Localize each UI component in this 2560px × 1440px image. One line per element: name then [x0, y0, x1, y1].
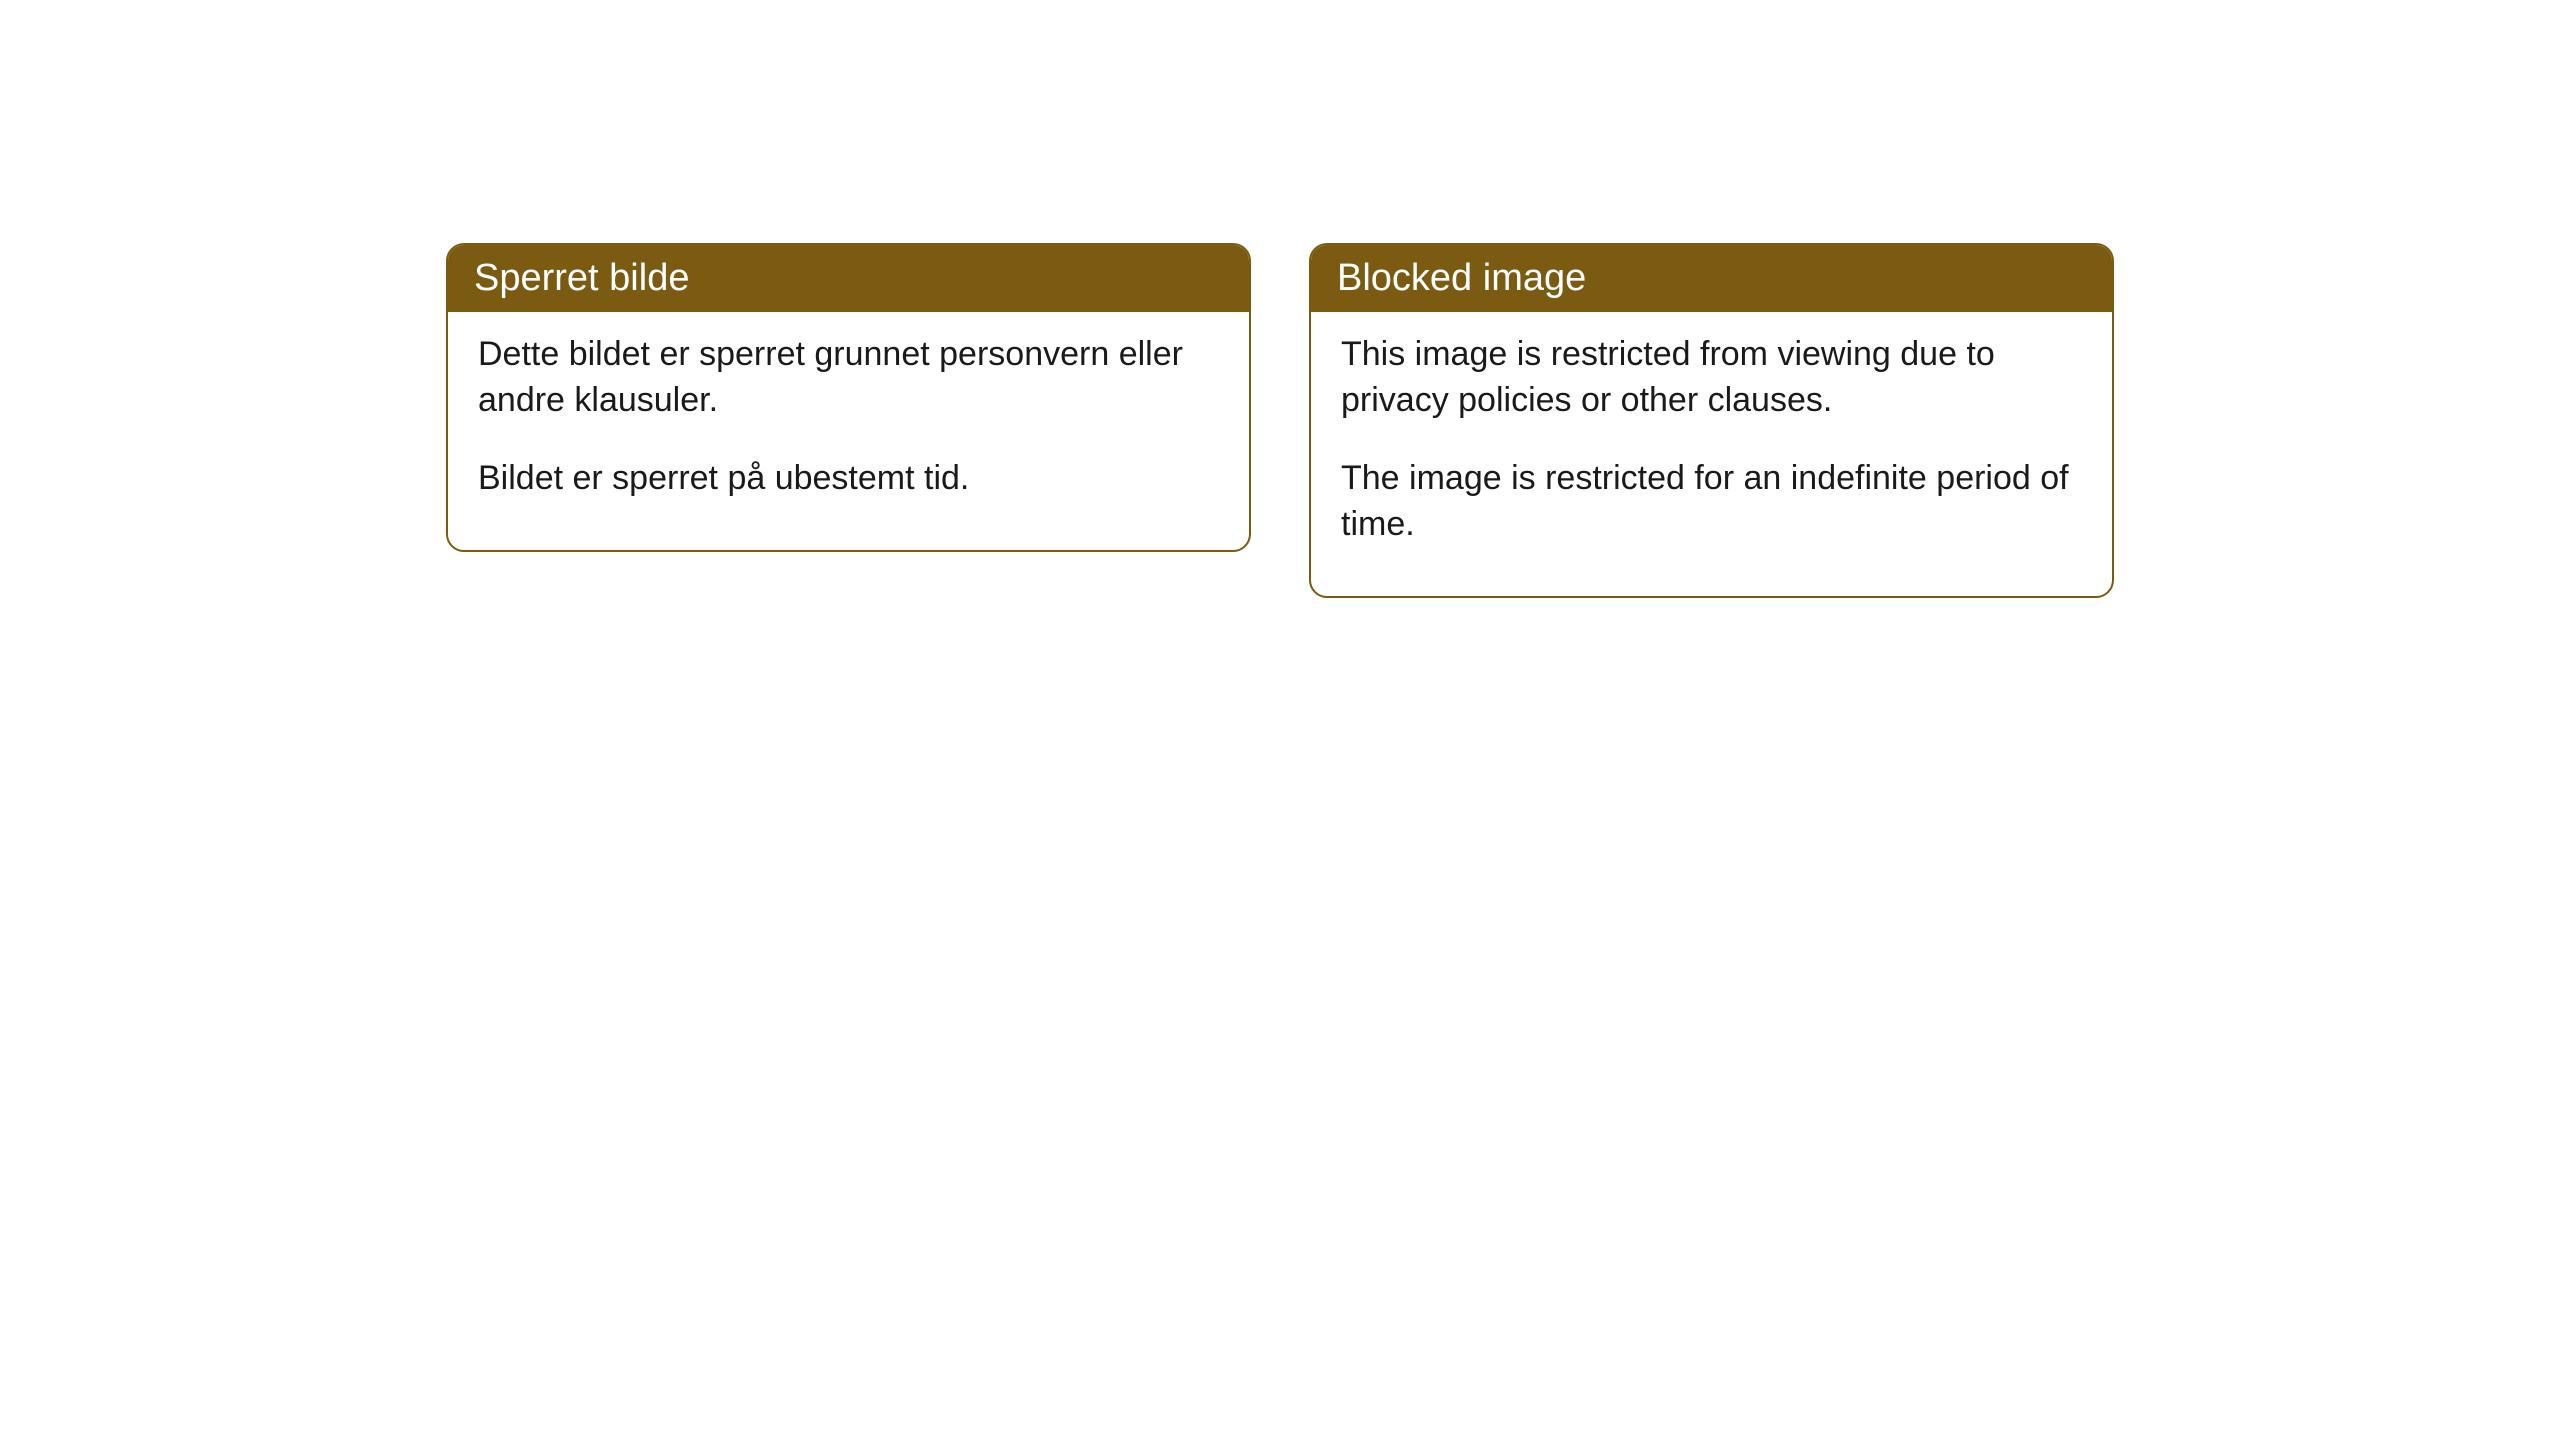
card-paragraph-1: This image is restricted from viewing du…	[1341, 332, 2082, 424]
card-body: Dette bildet er sperret grunnet personve…	[448, 312, 1249, 550]
card-header: Sperret bilde	[448, 245, 1249, 312]
card-header: Blocked image	[1311, 245, 2112, 312]
blocked-image-card-english: Blocked image This image is restricted f…	[1309, 243, 2114, 598]
card-title: Blocked image	[1337, 257, 1586, 299]
card-paragraph-1: Dette bildet er sperret grunnet personve…	[478, 332, 1219, 424]
card-paragraph-2: Bildet er sperret på ubestemt tid.	[478, 456, 1219, 502]
card-body: This image is restricted from viewing du…	[1311, 312, 2112, 596]
card-paragraph-2: The image is restricted for an indefinit…	[1341, 456, 2082, 548]
blocked-image-card-norwegian: Sperret bilde Dette bildet er sperret gr…	[446, 243, 1251, 552]
card-title: Sperret bilde	[474, 257, 689, 299]
